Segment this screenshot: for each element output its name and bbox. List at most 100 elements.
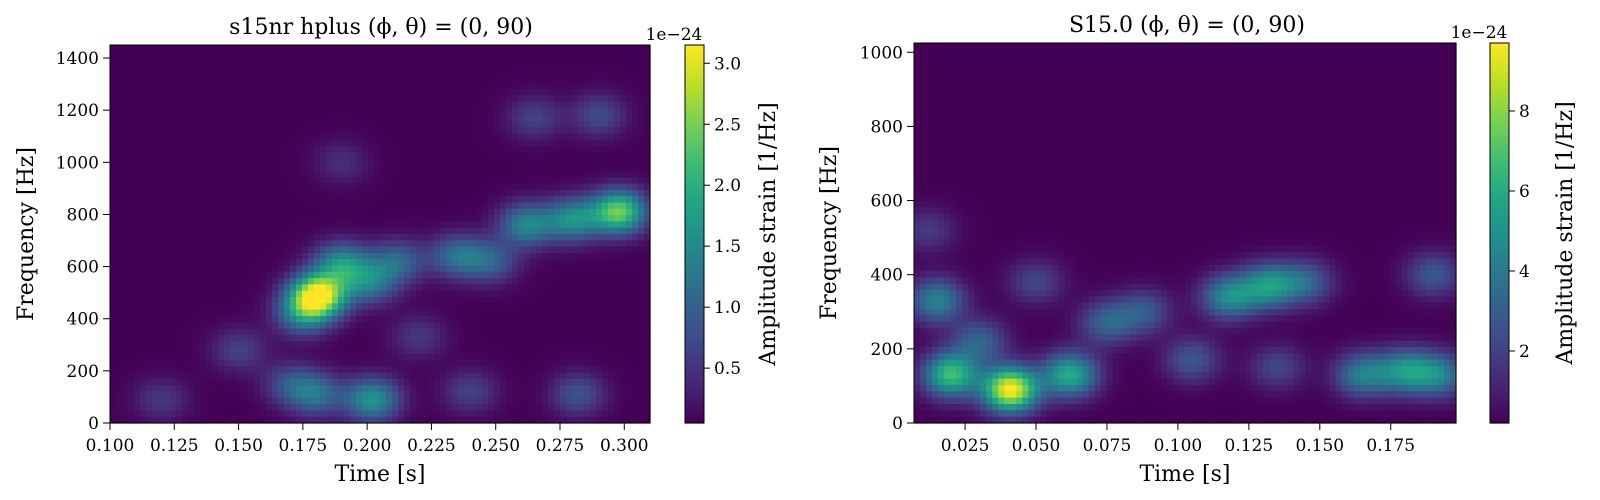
- panel-1-heat-cell: [428, 303, 435, 311]
- panel-1-heat-cell: [320, 51, 327, 59]
- panel-1-heat-cell: [224, 171, 231, 178]
- panel-1-heat-cell: [506, 290, 513, 298]
- panel-1-heat-cell: [314, 315, 321, 323]
- panel-1-heat-cell: [152, 416, 159, 424]
- panel-1-heat-cell: [152, 378, 159, 386]
- panel-1-heat-cell: [254, 259, 261, 267]
- panel-1-heat-cell: [194, 410, 201, 418]
- panel-1-heat-cell: [500, 51, 507, 59]
- panel-1-heat-cell: [374, 51, 381, 59]
- panel-1-heat-cell: [548, 234, 555, 241]
- panel-1-heat-cell: [314, 70, 321, 78]
- panel-1-heat-cell: [170, 303, 177, 311]
- panel-1-heat-cell: [584, 353, 591, 361]
- panel-1-heat-cell: [296, 315, 303, 323]
- panel-1-heat-cell: [332, 246, 339, 254]
- panel-1-heat-cell: [458, 89, 465, 96]
- panel-1-heat-cell: [230, 101, 237, 109]
- panel-1-heat-cell: [494, 82, 501, 90]
- panel-1-heat-cell: [296, 297, 303, 304]
- panel-1-heat-cell: [506, 108, 513, 115]
- panel-1-heat-cell: [314, 328, 321, 336]
- panel-1-heat-cell: [170, 309, 177, 317]
- panel-1-heat-cell: [320, 177, 327, 185]
- panel-1-heat-cell: [308, 385, 315, 393]
- panel-1-heat-cell: [314, 108, 321, 115]
- panel-1-heat-cell: [182, 45, 189, 52]
- panel-1-heat-cell: [416, 145, 423, 153]
- panel-1-heat-cell: [260, 133, 267, 141]
- panel-1-heat-cell: [236, 152, 243, 159]
- panel-1-heat-cell: [536, 372, 543, 380]
- panel-1-heat-cell: [152, 51, 159, 59]
- panel-1-heat-cell: [590, 63, 597, 71]
- panel-1-heat-cell: [302, 196, 309, 204]
- panel-1-heat-cell: [176, 334, 183, 342]
- panel-1-heat-cell: [404, 114, 411, 122]
- panel-1-heat-cell: [278, 347, 285, 355]
- panel-1-heat-cell: [344, 353, 351, 361]
- panel-1-heat-cell: [296, 322, 303, 330]
- panel-1-heat-cell: [224, 76, 231, 84]
- panel-1-heat-cell: [446, 366, 453, 374]
- panel-1-heat-cell: [176, 309, 183, 317]
- panel-1-heat-cell: [518, 177, 525, 185]
- panel-1-heat-cell: [206, 114, 213, 122]
- panel-1-heat-cell: [356, 221, 363, 229]
- panel-1-heat-cell: [374, 164, 381, 172]
- panel-1-heat-cell: [236, 378, 243, 386]
- panel-1-heat-cell: [464, 385, 471, 393]
- panel-1-heat-cell: [476, 158, 483, 166]
- panel-1-heat-cell: [218, 133, 225, 141]
- panel-1-heat-cell: [398, 347, 405, 355]
- panel-1-heat-cell: [236, 278, 243, 285]
- panel-1-heat-cell: [116, 189, 123, 197]
- panel-1-heat-cell: [530, 328, 537, 336]
- panel-1-heat-cell: [242, 114, 249, 122]
- panel-1-heat-cell: [326, 240, 333, 248]
- panel-1-heat-cell: [440, 322, 447, 330]
- panel-1-heat-cell: [272, 341, 279, 348]
- panel-1-heat-cell: [560, 252, 567, 260]
- panel-1-heat-cell: [416, 158, 423, 166]
- panel-1-heat-cell: [284, 246, 291, 254]
- panel-1-heat-cell: [242, 328, 249, 336]
- panel-1-heat-cell: [392, 221, 399, 229]
- panel-1-heat-cell: [542, 57, 549, 65]
- panel-1-heat-cell: [434, 278, 441, 285]
- panel-1-heat-cell: [128, 290, 135, 298]
- panel-1-heat-cell: [254, 397, 261, 405]
- panel-1-heat-cell: [608, 108, 615, 115]
- panel-1-heat-cell: [272, 63, 279, 71]
- panel-1-heat-cell: [542, 234, 549, 241]
- panel-1-heat-cell: [542, 196, 549, 204]
- panel-1-heat-cell: [482, 265, 489, 273]
- panel-1-heat-cell: [116, 265, 123, 273]
- panel-1-heat-cell: [158, 152, 165, 159]
- panel-1-heat-cell: [428, 45, 435, 52]
- panel-1-heat-cell: [602, 322, 609, 330]
- panel-1-heat-cell: [464, 284, 471, 292]
- panel-1-heat-cell: [584, 385, 591, 393]
- panel-1-heat-cell: [386, 404, 393, 411]
- panel-1-heat-cell: [254, 378, 261, 386]
- panel-1-heat-cell: [200, 252, 207, 260]
- panel-1-heat-cell: [194, 177, 201, 185]
- panel-1-heat-cell: [416, 51, 423, 59]
- panel-1-heat-cell: [578, 410, 585, 418]
- panel-1-heat-cell: [170, 391, 177, 399]
- panel-1-heat-cell: [224, 101, 231, 109]
- panel-1-heat-cell: [302, 227, 309, 235]
- panel-1-heat-cell: [320, 202, 327, 210]
- panel-1-heat-cell: [404, 404, 411, 411]
- panel-1-heat-cell: [608, 70, 615, 78]
- panel-1-heat-cell: [212, 322, 219, 330]
- panel-1-heat-cell: [530, 378, 537, 386]
- panel-1-heat-cell: [206, 202, 213, 210]
- panel-1-heat-cell: [482, 328, 489, 336]
- panel-1-heat-cell: [374, 196, 381, 204]
- panel-1-heat-cell: [488, 366, 495, 374]
- panel-1-heat-cell: [512, 152, 519, 159]
- panel-1-heat-cell: [608, 120, 615, 128]
- panel-1-heat-cell: [584, 360, 591, 367]
